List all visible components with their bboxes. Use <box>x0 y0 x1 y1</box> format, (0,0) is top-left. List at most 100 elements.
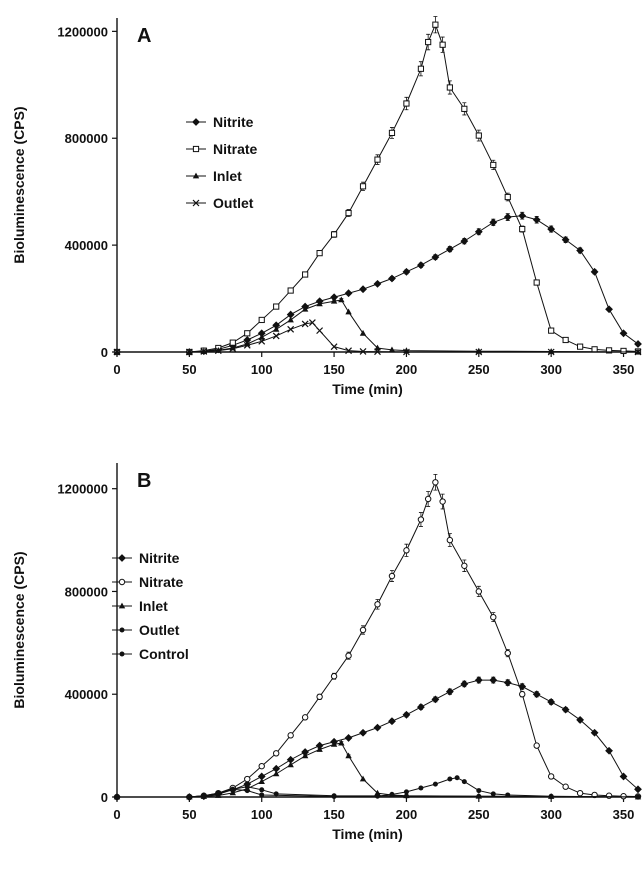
data-point <box>345 209 352 217</box>
data-point <box>359 626 367 634</box>
data-point <box>330 231 338 238</box>
legend: Nitrite Nitrate Inlet Outlet <box>186 114 258 211</box>
data-point <box>547 225 556 233</box>
x-tick-label: 250 <box>468 362 490 377</box>
data-point <box>338 739 345 746</box>
data-point <box>619 329 628 338</box>
data-point <box>316 250 323 257</box>
data-point <box>446 536 454 544</box>
data-point <box>519 691 526 698</box>
x-tick-label: 100 <box>251 807 273 822</box>
x-tick-label: 350 <box>613 807 635 822</box>
data-point <box>402 710 411 719</box>
data-point <box>359 348 367 355</box>
legend-label: Control <box>139 646 189 662</box>
data-point <box>474 227 483 236</box>
data-point <box>547 348 555 356</box>
x-tick-label: 300 <box>540 807 562 822</box>
data-point <box>113 348 121 356</box>
data-point <box>258 762 265 770</box>
data-point <box>445 245 454 254</box>
data-point <box>490 791 496 797</box>
data-point <box>200 348 208 355</box>
x-tick-label: 0 <box>113 807 120 822</box>
data-point <box>359 183 367 190</box>
legend-label: Nitrite <box>139 550 180 566</box>
data-point <box>403 793 409 799</box>
data-point <box>490 161 497 169</box>
data-point <box>518 682 527 691</box>
data-point <box>454 775 460 781</box>
data-point <box>186 794 192 800</box>
data-point <box>417 261 425 270</box>
legend-marker <box>192 199 200 207</box>
data-point <box>258 333 265 340</box>
data-point <box>316 327 324 335</box>
data-point <box>259 792 265 798</box>
data-point <box>634 340 642 348</box>
data-point <box>301 752 309 759</box>
legend-label: Inlet <box>213 168 242 184</box>
data-point <box>418 785 424 791</box>
data-point <box>374 601 381 608</box>
y-tick-label: 1200000 <box>57 482 108 497</box>
series-inlet <box>113 739 642 800</box>
y-tick-label: 0 <box>101 790 108 805</box>
x-tick-label: 0 <box>113 362 120 377</box>
x-tick-label: 250 <box>468 807 490 822</box>
data-point <box>301 320 309 328</box>
data-point <box>330 673 338 680</box>
panel-label: A <box>137 25 151 47</box>
data-point <box>316 746 323 752</box>
legend-label: Nitrate <box>213 141 258 157</box>
data-point <box>301 305 309 312</box>
data-point <box>287 732 294 739</box>
series-control <box>114 784 641 800</box>
data-point <box>345 347 352 355</box>
data-point <box>301 714 309 721</box>
legend-label: Inlet <box>139 598 168 614</box>
data-point <box>489 676 498 685</box>
data-point <box>345 652 352 659</box>
data-point <box>229 789 236 796</box>
data-point <box>490 613 497 621</box>
data-point <box>562 336 569 344</box>
x-tick-label: 200 <box>396 807 418 822</box>
data-point <box>287 325 295 333</box>
data-point <box>461 779 467 785</box>
y-tick-label: 0 <box>101 345 108 360</box>
data-point <box>634 348 642 356</box>
series-line <box>117 679 639 798</box>
data-point <box>504 649 511 657</box>
data-point <box>489 218 498 227</box>
data-point <box>518 211 527 220</box>
data-point <box>229 345 237 353</box>
data-point <box>503 678 512 687</box>
data-point <box>532 215 541 224</box>
data-point <box>504 193 511 201</box>
data-point <box>547 698 556 706</box>
legend-marker <box>118 578 126 586</box>
data-point <box>620 347 627 355</box>
series-nitrate <box>113 16 642 356</box>
data-point <box>605 305 613 314</box>
legend-marker <box>192 118 200 126</box>
data-point <box>403 789 409 795</box>
y-tick-label: 400000 <box>65 687 108 702</box>
data-point <box>635 794 641 800</box>
x-tick-label: 50 <box>182 807 196 822</box>
legend-marker <box>118 554 126 562</box>
y-tick-label: 800000 <box>65 584 108 599</box>
data-point <box>229 339 236 346</box>
data-point <box>402 267 411 276</box>
data-point <box>316 300 323 307</box>
data-point <box>338 296 345 303</box>
data-point <box>330 343 338 351</box>
data-point <box>475 348 483 356</box>
legend: Nitrite Nitrate Inlet Outlet Control <box>112 550 189 662</box>
data-point <box>590 267 599 276</box>
data-point <box>374 348 381 356</box>
data-point <box>548 327 555 334</box>
data-point <box>359 329 367 336</box>
legend-label: Outlet <box>213 195 254 211</box>
